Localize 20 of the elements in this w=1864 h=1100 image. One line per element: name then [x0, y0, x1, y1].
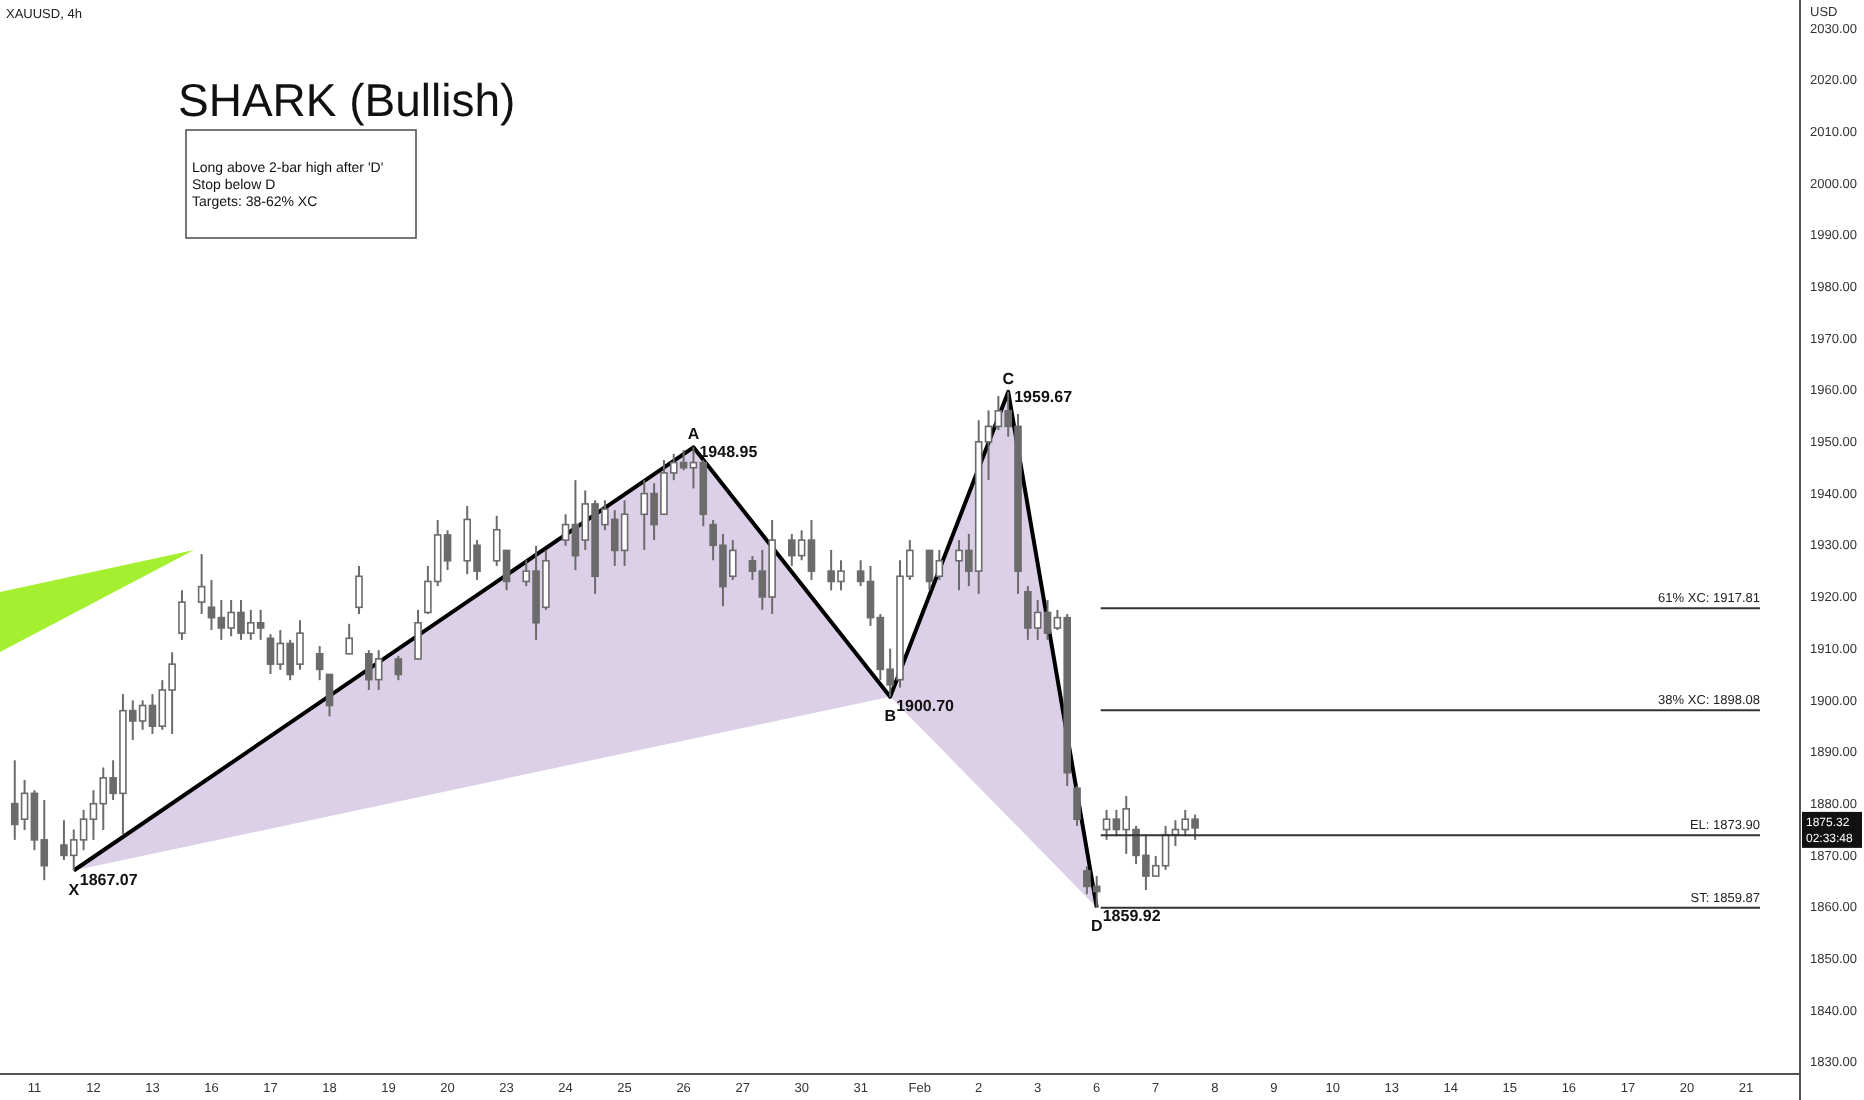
text: SHARK (Bullish): [178, 74, 516, 126]
candlestick: [345, 622, 353, 655]
candlestick: [197, 553, 206, 616]
annotation: 1867.07: [79, 870, 139, 889]
annotation: 1859.92: [1102, 907, 1162, 926]
annotation: D: [1090, 917, 1103, 936]
annotation: B: [884, 706, 897, 725]
candlestick: [178, 589, 186, 641]
candlestick: [315, 645, 324, 682]
candlestick: [414, 608, 422, 662]
annotation: C: [1002, 369, 1015, 388]
candlestick: [355, 564, 363, 616]
candlestick: [394, 654, 403, 682]
annotation: X: [68, 880, 81, 899]
annotation: 1948.95: [699, 443, 759, 462]
candlestick: [325, 672, 334, 718]
annotation: A: [687, 425, 700, 444]
candlestick: [1073, 785, 1081, 827]
annotation: 1959.67: [1014, 387, 1074, 406]
annotation: 1900.70: [896, 696, 956, 715]
